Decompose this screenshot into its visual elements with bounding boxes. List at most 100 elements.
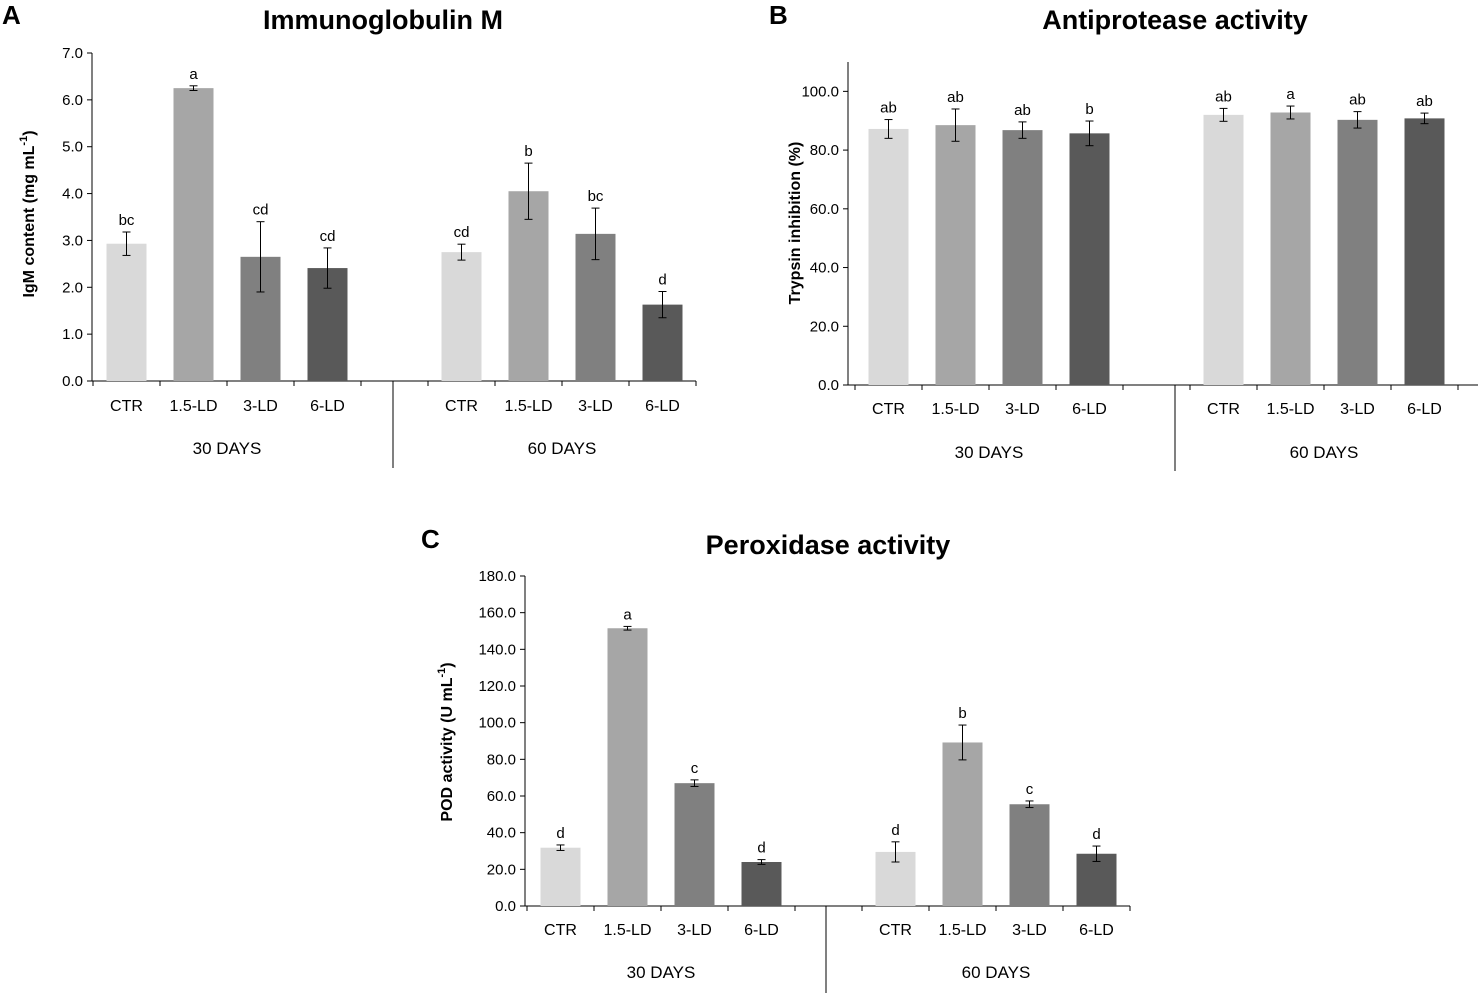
y-tick-label: 2.0 [62,279,83,296]
significance-label: ab [1416,93,1433,110]
x-tick-label: 6-LD [1407,401,1442,418]
y-tick-label: 20.0 [487,861,516,878]
panel-a-plot-area: 0.0 1.0 2.0 3.0 4.0 5.0 6.0 7.0 bc CTR a 1.5-LD cd 3-… [62,45,697,468]
significance-label: b [524,143,532,160]
x-tick-label: 3-LD [1012,922,1047,939]
bar [1076,853,1117,906]
significance-label: ab [947,89,964,106]
panel-c-letter: C [421,524,440,554]
x-tick-label: 3-LD [1005,401,1040,418]
significance-label: c [1026,781,1034,798]
y-tick-label: 80.0 [810,142,839,159]
bar [1009,804,1050,906]
panel-a-title: Immunoglobulin M [263,5,503,35]
bar [106,243,147,381]
bar [674,783,715,906]
x-tick-label: 3-LD [677,922,712,939]
significance-label: d [891,822,899,839]
bar [441,252,482,381]
bar [540,847,581,906]
y-tick-label: 4.0 [62,186,83,203]
y-tick-label: 1.0 [62,326,83,343]
y-tick-label: 0.0 [62,373,83,390]
group-label: 30 DAYS [955,443,1024,462]
significance-label: d [658,272,666,289]
panel-a: A Immunoglobulin M IgM content (mg mL-1)… [2,0,697,468]
y-tick-label: 180.0 [478,568,516,585]
panel-c-plot-area: 0.0 20.0 40.0 60.0 80.0 100.0 120.0 140.0 160.0 1… [478,568,1131,993]
y-tick-label: 100.0 [801,83,839,100]
significance-label: d [1092,826,1100,843]
x-tick-label: 1.5-LD [504,398,552,415]
y-tick-label: 5.0 [62,139,83,156]
y-tick-label: 100.0 [478,715,516,732]
panel-c-title: Peroxidase activity [706,530,951,560]
significance-label: cd [253,202,269,219]
x-tick-label: 3-LD [1340,401,1375,418]
group-label: 60 DAYS [528,439,597,458]
significance-label: ab [1349,92,1366,109]
bar [942,742,983,906]
bar [1002,130,1043,385]
significance-label: b [1085,101,1093,118]
x-tick-label: CTR [1207,401,1240,418]
x-tick-label: 6-LD [1072,401,1107,418]
significance-label: d [556,825,564,842]
bar [508,191,549,381]
x-tick-label: CTR [110,398,143,415]
group-label: 30 DAYS [627,963,696,982]
panel-c-y-axis-label: POD activity (U mL-1) [436,662,456,821]
y-tick-label: 60.0 [487,788,516,805]
y-tick-label: 40.0 [810,260,839,277]
bar [935,125,976,385]
panel-b: B Antiprotease activity Trypsin inhibiti… [769,0,1478,471]
x-tick-label: 1.5-LD [931,401,979,418]
x-tick-label: 6-LD [1079,922,1114,939]
group-label: 30 DAYS [193,439,262,458]
y-tick-label: 120.0 [478,678,516,695]
bar [1270,112,1311,385]
x-tick-label: CTR [879,922,912,939]
y-tick-label: 80.0 [487,751,516,768]
bar [1203,114,1244,385]
x-tick-label: 3-LD [578,398,613,415]
x-tick-label: CTR [544,922,577,939]
bar [1404,118,1445,386]
y-tick-label: 20.0 [810,318,839,335]
panel-a-y-axis-label: IgM content (mg mL-1) [18,130,38,297]
group-label: 60 DAYS [1290,443,1359,462]
panel-a-letter: A [2,0,21,30]
y-tick-label: 140.0 [478,641,516,658]
significance-label: b [958,705,966,722]
significance-label: cd [454,224,470,241]
significance-label: d [757,840,765,857]
panel-c: C Peroxidase activity POD activity (U mL… [421,524,1131,993]
y-tick-label: 6.0 [62,92,83,109]
significance-label: ab [1215,88,1232,105]
significance-label: bc [119,212,135,229]
significance-label: a [1286,86,1295,103]
panel-b-y-axis-label: Trypsin inhibition (%) [787,142,804,305]
y-tick-label: 40.0 [487,825,516,842]
panel-b-plot-area: 0.020.040.060.080.0100.0abCTRab1.5-LDab3… [801,62,1478,471]
y-tick-label: 0.0 [495,898,516,915]
significance-label: a [623,606,632,623]
significance-label: bc [588,188,604,205]
x-tick-label: 6-LD [310,398,345,415]
x-tick-label: 1.5-LD [1266,401,1314,418]
y-tick-label: 160.0 [478,605,516,622]
significance-label: c [691,760,699,777]
y-tick-label: 0.0 [818,377,839,394]
x-tick-label: CTR [445,398,478,415]
x-tick-label: 1.5-LD [169,398,217,415]
significance-label: ab [880,100,897,117]
y-tick-label: 7.0 [62,45,83,62]
x-tick-label: 3-LD [243,398,278,415]
x-tick-label: 6-LD [744,922,779,939]
bar [868,128,909,385]
y-tick-label: 60.0 [810,201,839,218]
bar [1337,119,1378,385]
x-tick-label: 1.5-LD [938,922,986,939]
panel-b-letter: B [769,0,788,30]
